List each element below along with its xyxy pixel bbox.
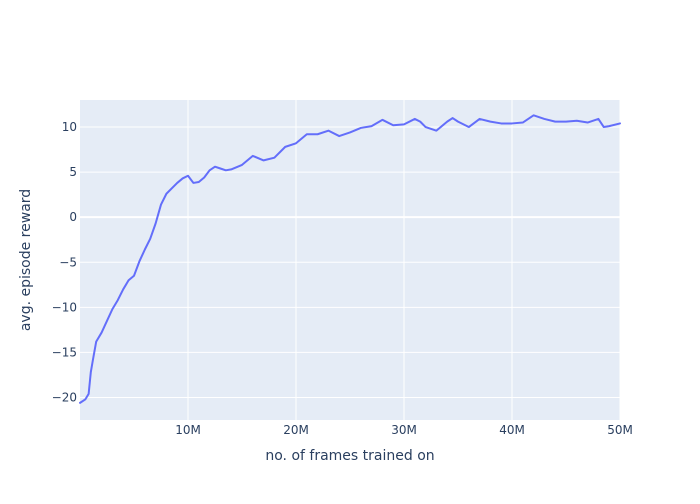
x-axis-title: no. of frames trained on xyxy=(265,448,434,464)
plot-area xyxy=(80,100,620,420)
y-tick-label: 5 xyxy=(69,165,77,179)
x-tick-label: 30M xyxy=(391,423,417,437)
x-tick-label: 40M xyxy=(499,423,525,437)
x-tick-label: 50M xyxy=(607,423,633,437)
y-axis-title: avg. episode reward xyxy=(18,189,34,331)
grid xyxy=(80,100,621,420)
y-tick-label: −15 xyxy=(52,345,77,359)
tick-labels: −20 −15 −10 −5 0 5 10 10M 20M 30M 40M 50M xyxy=(52,120,633,437)
series-layer xyxy=(79,114,621,404)
y-tick-label: −20 xyxy=(52,390,77,404)
y-tick-label: 0 xyxy=(69,210,77,224)
y-tick-label: −5 xyxy=(59,255,77,269)
series-line-0 xyxy=(79,114,621,404)
y-tick-label: 10 xyxy=(62,120,77,134)
y-tick-label: −10 xyxy=(52,300,77,314)
x-tick-label: 20M xyxy=(283,423,309,437)
x-tick-label: 10M xyxy=(175,423,201,437)
